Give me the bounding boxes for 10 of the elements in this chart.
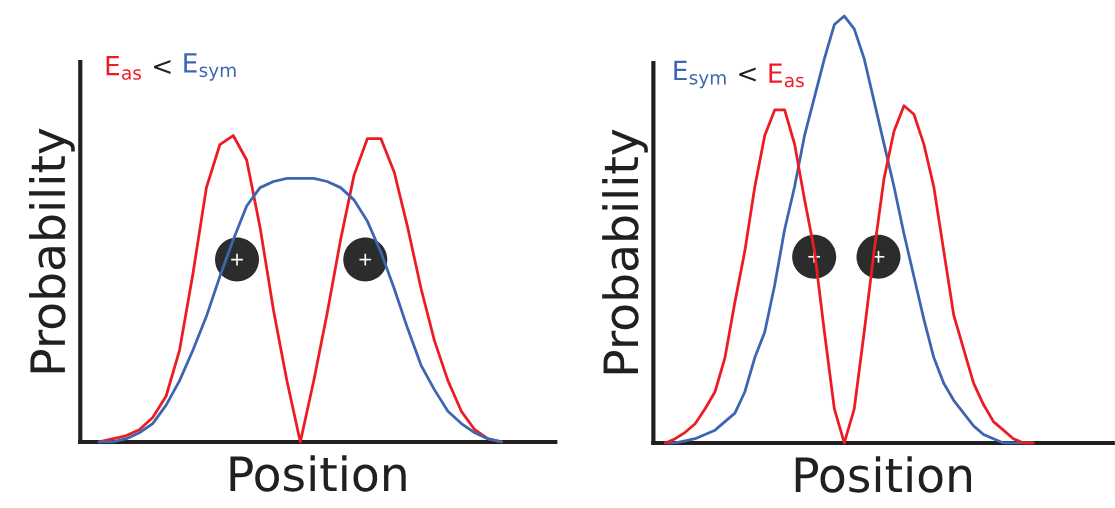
text: < — [154, 59, 171, 75]
text: E$_{sym}$ — [674, 60, 726, 89]
text: E$_{sym}$ — [184, 53, 236, 81]
text: E$_{as}$ — [106, 56, 141, 80]
x-axis-title: Position — [795, 456, 971, 493]
x-axis-title: Position — [230, 455, 406, 492]
y-axis-title: Probability — [602, 129, 648, 374]
annotation: < — [739, 67, 756, 82]
y-axis-title: Probability — [29, 128, 75, 373]
series-label: E$_{as}$ — [769, 63, 804, 88]
